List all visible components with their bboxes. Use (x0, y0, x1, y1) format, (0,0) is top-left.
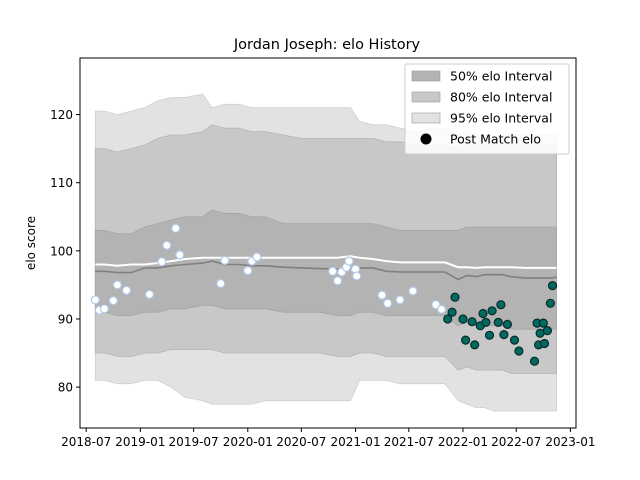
post-match-elo-point (450, 292, 460, 302)
x-tick-label: 2019-01 (115, 435, 165, 449)
legend-swatch (411, 91, 441, 103)
post-match-elo-point (545, 298, 556, 308)
post-match-elo-point (220, 255, 230, 265)
x-tick-label: 2022-07 (491, 435, 541, 449)
post-match-elo-point (395, 295, 405, 305)
post-match-elo-point (484, 330, 495, 340)
post-match-elo-point (487, 306, 497, 316)
post-match-elo-point (175, 250, 185, 260)
post-match-elo-point (493, 317, 503, 327)
post-match-elo-point (481, 317, 491, 327)
axes-frame (79, 57, 577, 429)
post-match-elo-point (467, 317, 477, 327)
post-match-elo-point (108, 296, 118, 306)
x-tick-label: 2018-07 (61, 435, 111, 449)
post-match-elo-point (171, 223, 181, 233)
post-match-elo-point (502, 319, 512, 329)
post-match-elo-point (499, 330, 509, 340)
y-tick-label: 110 (50, 176, 73, 190)
y-tick-label: 90 (58, 312, 73, 326)
legend-label: 95% elo Interval (450, 111, 552, 126)
post-match-elo-point (157, 257, 167, 267)
post-match-elo-point (344, 256, 354, 266)
post-match-elo-point (538, 318, 548, 328)
legend-box (404, 63, 570, 155)
post-match-elo-point (478, 308, 488, 319)
post-match-elo-point (461, 335, 471, 345)
post-match-elo-point (216, 278, 226, 289)
x-tick-label: 2023-01 (545, 435, 595, 449)
post-match-elo-point (328, 266, 338, 276)
upper-reference-line (95, 255, 557, 269)
post-match-elo-point (90, 295, 100, 305)
axes: 2018-07 2019-01 2019-07 2020-01 2020-07 2021-… (50, 57, 595, 449)
legend-marker (420, 133, 432, 145)
legend-label: Post Match elo (450, 132, 541, 147)
post-match-elo-point (121, 285, 132, 295)
legend: 50% elo Interval 80% elo Interval 95% elo … (404, 63, 570, 155)
x-tick-label: 2022-01 (438, 435, 488, 449)
y-axis-label: elo score (24, 216, 38, 270)
post-match-elo-point (458, 314, 468, 324)
post-match-elo-point (547, 281, 558, 291)
post-match-elo-point (436, 304, 447, 314)
y-tick-label: 120 (50, 108, 73, 122)
post-match-elo-point (352, 271, 362, 281)
legend-swatch (411, 70, 441, 82)
x-tick-label: 2019-07 (169, 435, 219, 449)
post-match-elo-point (529, 356, 540, 366)
post-match-elo-point (470, 340, 480, 350)
x-tick-label: 2020-07 (276, 435, 326, 449)
post-match-elo-point (514, 346, 524, 356)
y-tick-label: 80 (58, 381, 73, 395)
post-match-elo-point (509, 335, 520, 345)
chart-title: Jordan Joseph: elo History (233, 37, 421, 53)
legend-label: 50% elo Interval (450, 69, 552, 84)
plot-area (90, 93, 558, 412)
legend-label: 80% elo Interval (450, 90, 552, 105)
post-match-elo-point (443, 314, 453, 324)
post-match-elo-point (447, 307, 457, 317)
x-tick-label: 2021-01 (330, 435, 380, 449)
y-tick-label: 100 (50, 244, 73, 258)
post-match-elo-point (377, 290, 387, 300)
post-match-elo-point (162, 240, 172, 250)
x-tick-label: 2021-07 (384, 435, 434, 449)
post-match-elo-point (496, 300, 506, 310)
post-match-elo-point (99, 304, 110, 314)
post-match-elo-point (539, 338, 550, 349)
post-match-elo-point (252, 252, 262, 262)
post-match-elo-point (144, 289, 155, 299)
post-match-elo-point (243, 266, 253, 276)
post-match-elo-point (542, 326, 553, 336)
legend-swatch (411, 112, 441, 124)
x-tick-label: 2020-01 (223, 435, 273, 449)
post-match-elo-point (112, 280, 123, 290)
post-match-elo-point (333, 276, 343, 286)
post-match-elo-point (383, 298, 393, 308)
post-match-elo-point (408, 286, 418, 296)
